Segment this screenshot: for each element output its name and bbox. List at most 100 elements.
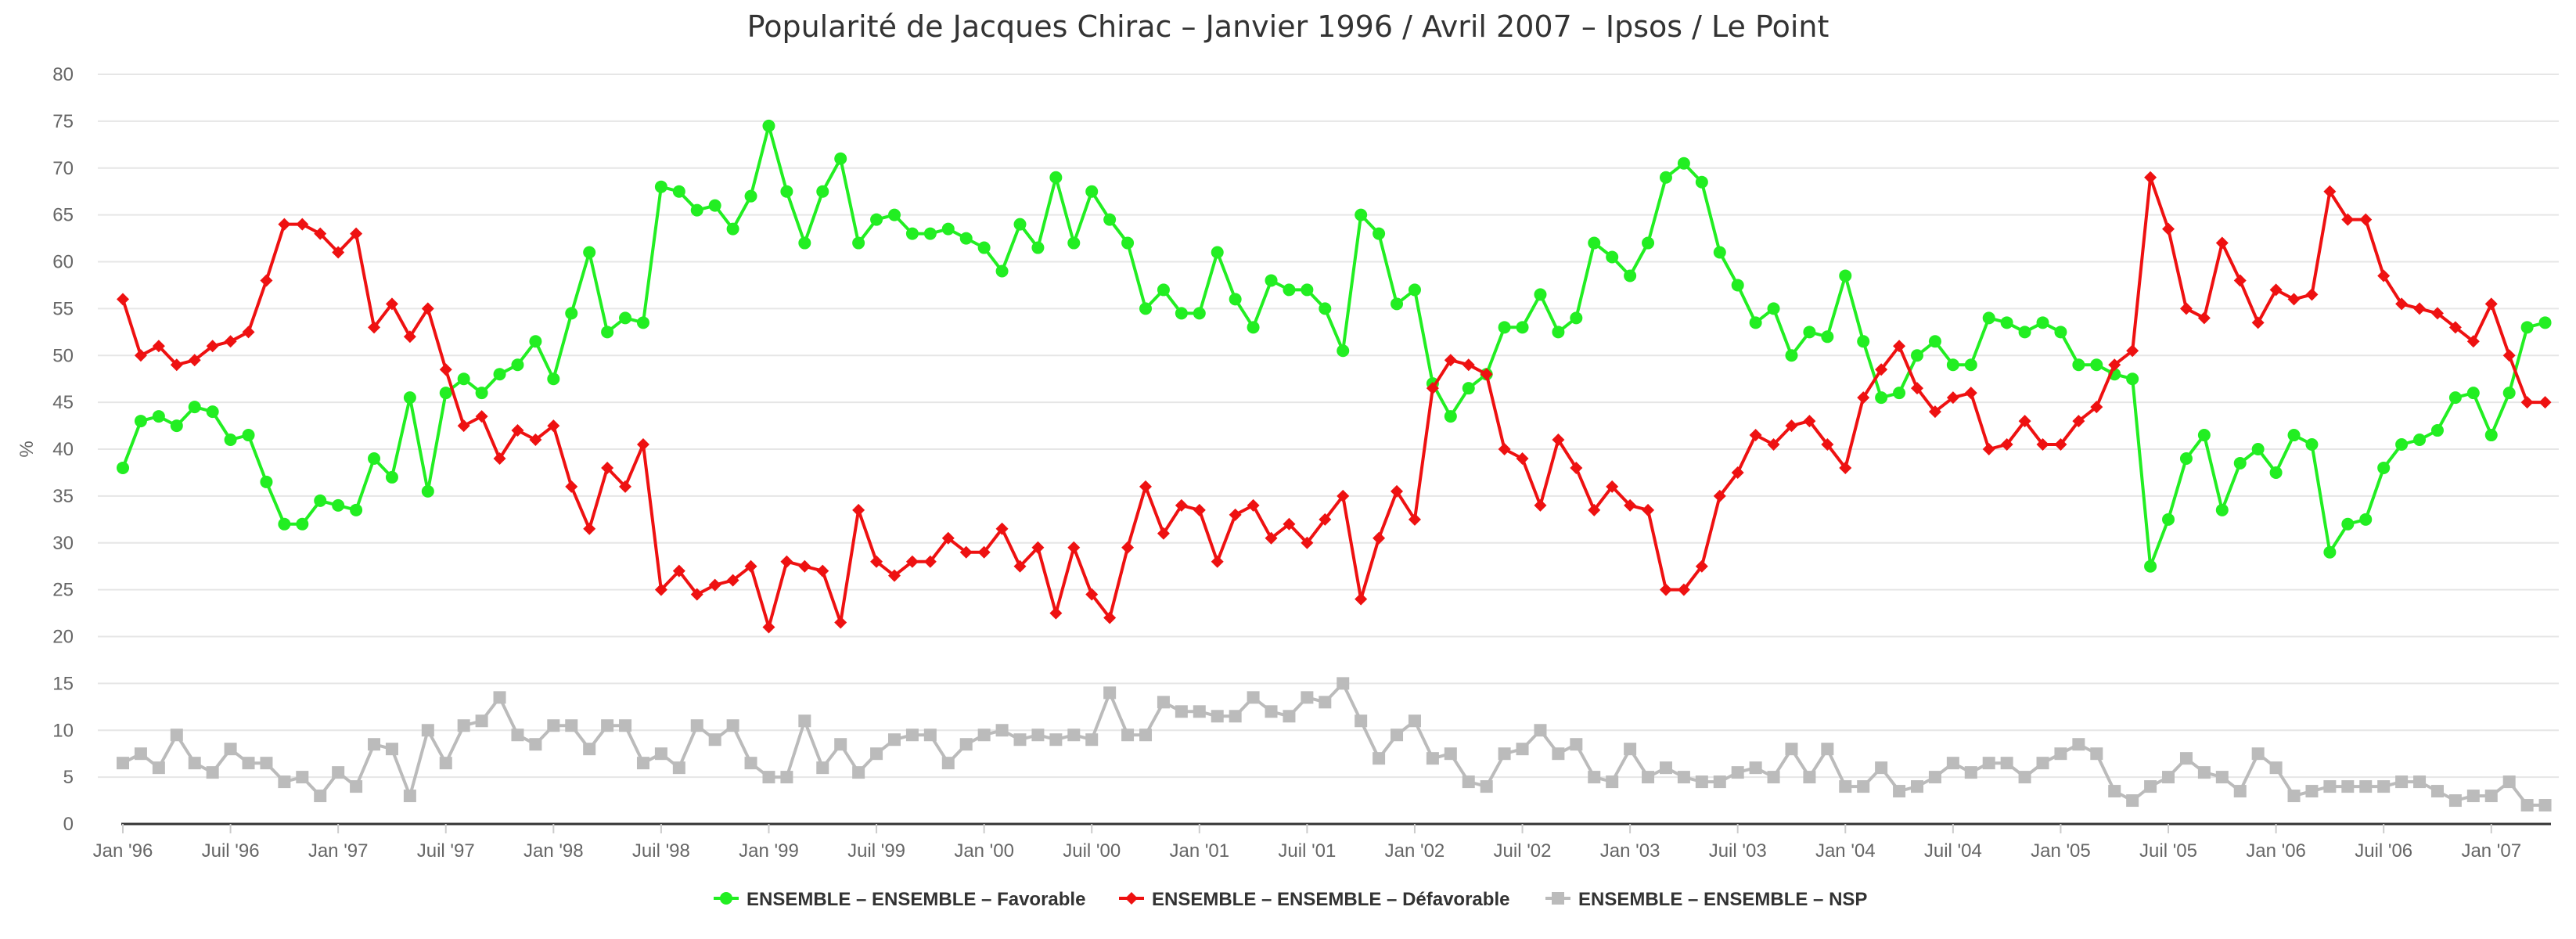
data-point <box>385 743 398 756</box>
data-point <box>475 714 488 728</box>
data-point <box>368 452 381 465</box>
y-tick-label: 40 <box>52 439 74 460</box>
data-point <box>2466 790 2480 803</box>
data-point <box>1337 489 1350 502</box>
data-point <box>2413 775 2427 789</box>
y-tick-label: 25 <box>52 580 74 601</box>
data-point <box>1085 185 1099 198</box>
legend: ENSEMBLE – ENSEMBLE – Favorable ENSEMBLE … <box>714 889 1867 910</box>
data-point <box>260 475 273 488</box>
data-point <box>762 119 775 132</box>
data-point <box>1355 208 1368 221</box>
series-line <box>121 175 2545 629</box>
data-point <box>134 415 147 428</box>
data-point <box>1875 391 1888 405</box>
data-point <box>421 484 434 498</box>
data-point <box>1911 780 1923 793</box>
data-point <box>1731 466 1744 479</box>
data-point <box>2484 790 2498 803</box>
data-point <box>1067 729 1081 742</box>
data-point <box>2179 452 2193 465</box>
data-point <box>1103 213 1117 226</box>
data-point <box>2323 545 2337 559</box>
data-point <box>1911 349 1923 362</box>
data-point <box>995 264 1009 278</box>
y-tick-label: 55 <box>52 298 74 319</box>
data-point <box>1695 175 1708 189</box>
data-point <box>852 503 865 516</box>
data-point <box>296 218 309 231</box>
data-point <box>941 222 955 236</box>
data-point <box>1677 771 1690 784</box>
data-point <box>654 747 667 761</box>
data-point <box>619 311 632 325</box>
data-point <box>547 419 560 433</box>
data-point <box>529 738 542 751</box>
data-point <box>1265 531 1278 545</box>
data-point <box>511 729 524 742</box>
data-point <box>1677 156 1690 170</box>
legend-marker <box>720 892 732 905</box>
data-point <box>905 555 919 568</box>
data-point <box>2090 358 2103 372</box>
data-point <box>834 616 847 629</box>
data-point <box>1911 382 1923 395</box>
x-tick-label: Jan '96 <box>93 840 153 862</box>
y-tick-label: 70 <box>52 158 74 179</box>
gridlines <box>98 74 2559 826</box>
data-point <box>1498 747 1511 761</box>
data-point <box>834 152 847 165</box>
data-point <box>403 790 416 803</box>
data-point <box>152 761 165 775</box>
data-point <box>2520 396 2534 409</box>
data-point <box>1229 293 1242 306</box>
y-tick-label: 45 <box>52 392 74 413</box>
data-point <box>2484 297 2498 311</box>
data-point <box>2018 771 2031 784</box>
data-point <box>1534 288 1547 301</box>
data-point <box>1265 274 1278 287</box>
data-point <box>1606 775 1619 789</box>
data-point <box>2395 297 2409 311</box>
x-tick-label: Jan '05 <box>2031 840 2091 862</box>
data-point <box>619 719 632 732</box>
data-point <box>762 621 775 634</box>
data-point <box>2359 513 2373 526</box>
y-tick-label: 50 <box>52 345 74 366</box>
data-point <box>1319 302 1332 315</box>
data-point <box>1516 452 1529 465</box>
data-point <box>2448 321 2462 334</box>
data-point <box>2413 302 2427 315</box>
data-point <box>959 545 973 559</box>
data-point <box>565 719 578 732</box>
x-tick-label: Juil '05 <box>2139 840 2197 862</box>
data-point <box>134 349 147 362</box>
data-point <box>798 714 811 728</box>
x-tick-label: Juil '96 <box>202 840 260 862</box>
data-point <box>314 790 327 803</box>
data-point <box>224 743 237 756</box>
data-point <box>565 307 578 320</box>
data-point <box>493 368 506 381</box>
data-point <box>2072 738 2085 751</box>
data-point <box>1642 236 1655 250</box>
data-point <box>2162 513 2175 526</box>
data-point <box>1229 710 1242 723</box>
data-point <box>941 757 955 770</box>
data-point <box>870 555 883 568</box>
data-point <box>1085 588 1099 601</box>
data-point <box>1695 559 1708 573</box>
data-point <box>1964 766 1977 779</box>
data-point <box>1049 606 1063 620</box>
data-point <box>1085 733 1099 747</box>
data-point <box>1103 611 1117 624</box>
data-point <box>2448 391 2462 405</box>
data-point <box>421 724 434 737</box>
y-tick-label: 30 <box>52 533 74 554</box>
x-tick-label: Jan '99 <box>739 840 799 862</box>
data-point <box>224 434 237 447</box>
data-point <box>1426 382 1439 395</box>
data-point <box>1480 368 1493 381</box>
data-point <box>1193 503 1206 516</box>
x-tick-label: Juil '03 <box>1709 840 1767 862</box>
